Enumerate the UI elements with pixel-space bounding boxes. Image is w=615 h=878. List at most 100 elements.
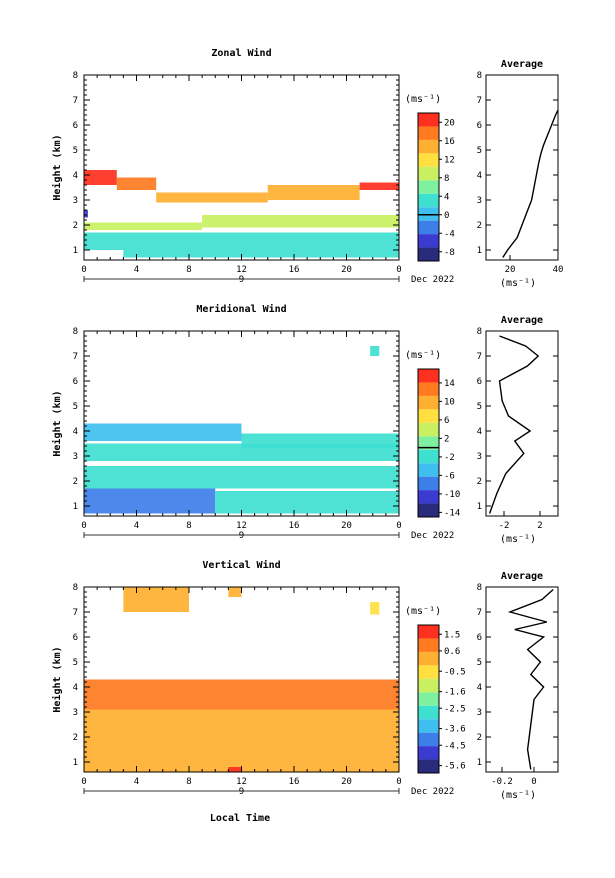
- heatmap-cell: [370, 602, 380, 615]
- profile-x-tick-label: 0: [531, 777, 536, 787]
- x-tick-label: 8: [186, 521, 191, 531]
- heatmap-cell: [84, 679, 399, 710]
- colorbar-segment: [418, 436, 439, 450]
- heatmap-cell: [202, 215, 294, 228]
- x-tick-label: 20: [341, 521, 352, 531]
- y-tick-label: 7: [73, 608, 78, 618]
- y-tick-label: 6: [73, 377, 78, 387]
- colorbar-segment: [418, 193, 439, 208]
- colorbar-tick-label: -10: [444, 490, 460, 500]
- colorbar-tick-label: -14: [444, 508, 460, 518]
- profile-y-tick-label: 2: [477, 733, 482, 743]
- x-tick-label: 16: [289, 521, 300, 531]
- profile-x-tick-label: 20: [505, 265, 516, 275]
- profile-y-tick-label: 5: [477, 402, 482, 412]
- colorbar-unit: (ms⁻¹): [405, 606, 441, 617]
- profile-y-tick-label: 2: [477, 477, 482, 487]
- colorbar-segment: [418, 719, 439, 733]
- heatmap-cell: [228, 587, 242, 597]
- colorbar-tick-label: 6: [444, 416, 449, 426]
- colorbar-tick-label: 1.5: [444, 630, 460, 640]
- colorbar-segment: [418, 665, 439, 679]
- profile-y-tick-label: 4: [477, 683, 482, 693]
- heatmap-cell: [84, 232, 399, 250]
- colorbar-tick-label: -3.6: [444, 725, 466, 735]
- colorbar-tick-label: 8: [444, 174, 449, 184]
- y-tick-label: 5: [73, 402, 78, 412]
- colorbar-segment: [418, 422, 439, 437]
- heatmap-cell: [228, 767, 242, 772]
- profile-title: Average: [501, 315, 543, 326]
- colorbar-tick-label: -4: [444, 229, 455, 239]
- y-tick-label: 5: [73, 658, 78, 668]
- chart-title: Meridional Wind: [196, 303, 286, 315]
- colorbar-segment: [418, 369, 439, 383]
- chart-title: Zonal Wind: [211, 47, 271, 59]
- heatmap-cell: [370, 346, 380, 356]
- month-label: Dec 2022: [411, 275, 454, 285]
- colorbar-segment: [418, 490, 439, 504]
- colorbar-tick-label: 0.6: [444, 647, 460, 657]
- colorbar-tick-label: -1.6: [444, 688, 466, 698]
- heatmap-cell: [84, 488, 216, 514]
- colorbar-segment: [418, 705, 439, 720]
- y-axis-label: Height (km): [51, 646, 63, 712]
- colorbar-tick-label: 4: [444, 192, 449, 202]
- y-tick-label: 1: [73, 246, 78, 256]
- y-axis-label: Height (km): [51, 134, 63, 200]
- month-label: Dec 2022: [411, 531, 454, 541]
- heatmap-cell: [215, 491, 399, 514]
- x-tick-label: 12: [236, 777, 247, 787]
- y-tick-label: 4: [73, 427, 78, 437]
- x-tick-label: 0: [396, 521, 401, 531]
- colorbar-tick-label: 10: [444, 397, 455, 407]
- heatmap-cell: [267, 185, 360, 200]
- y-tick-label: 1: [73, 758, 78, 768]
- profile-line: [507, 588, 554, 770]
- profile-y-tick-label: 1: [477, 758, 482, 768]
- x-tick-label: 0: [396, 777, 401, 787]
- y-tick-label: 2: [73, 733, 78, 743]
- x-tick-label: 20: [341, 265, 352, 275]
- colorbar-segment: [418, 759, 439, 773]
- profile-y-tick-label: 6: [477, 633, 482, 643]
- colorbar-segment: [418, 153, 439, 167]
- y-tick-label: 6: [73, 121, 78, 131]
- colorbar-segment: [418, 449, 439, 464]
- colorbar-segment: [418, 113, 439, 127]
- profile-y-tick-label: 1: [477, 246, 482, 256]
- profile-frame: [485, 74, 559, 261]
- x-tick-label: 8: [186, 777, 191, 787]
- heatmap-cell: [84, 709, 399, 772]
- colorbar-tick-label: 16: [444, 137, 455, 147]
- x-tick-label: 16: [289, 265, 300, 275]
- profile-title: Average: [501, 59, 543, 70]
- colorbar-segment: [418, 126, 439, 140]
- heatmap-cell: [123, 250, 399, 258]
- colorbar-segment: [418, 638, 439, 652]
- profile-y-tick-label: 3: [477, 196, 482, 206]
- x-tick-label: 4: [134, 265, 139, 275]
- profile-unit: (ms⁻¹): [500, 534, 536, 545]
- y-tick-label: 5: [73, 146, 78, 156]
- y-tick-label: 2: [73, 477, 78, 487]
- profile-y-tick-label: 4: [477, 427, 482, 437]
- profile-y-tick-label: 3: [477, 452, 482, 462]
- profile-y-tick-label: 7: [477, 96, 482, 106]
- x-tick-label: 4: [134, 521, 139, 531]
- profile-title: Average: [501, 571, 543, 582]
- colorbar-tick-label: 20: [444, 118, 455, 128]
- profile-unit: (ms⁻¹): [500, 278, 536, 289]
- y-tick-label: 8: [73, 327, 78, 337]
- profile-unit: (ms⁻¹): [500, 790, 536, 801]
- y-tick-label: 4: [73, 683, 78, 693]
- colorbar-segment: [418, 180, 439, 194]
- profile-x-tick-label: -2: [499, 521, 510, 531]
- profile-x-tick-label: 2: [537, 521, 542, 531]
- colorbar-segment: [418, 382, 439, 396]
- profile-y-tick-label: 6: [477, 377, 482, 387]
- profile-y-tick-label: 8: [477, 71, 482, 81]
- profile-x-tick-label: -0.2: [491, 777, 513, 787]
- colorbar-tick-label: -2.5: [444, 704, 466, 714]
